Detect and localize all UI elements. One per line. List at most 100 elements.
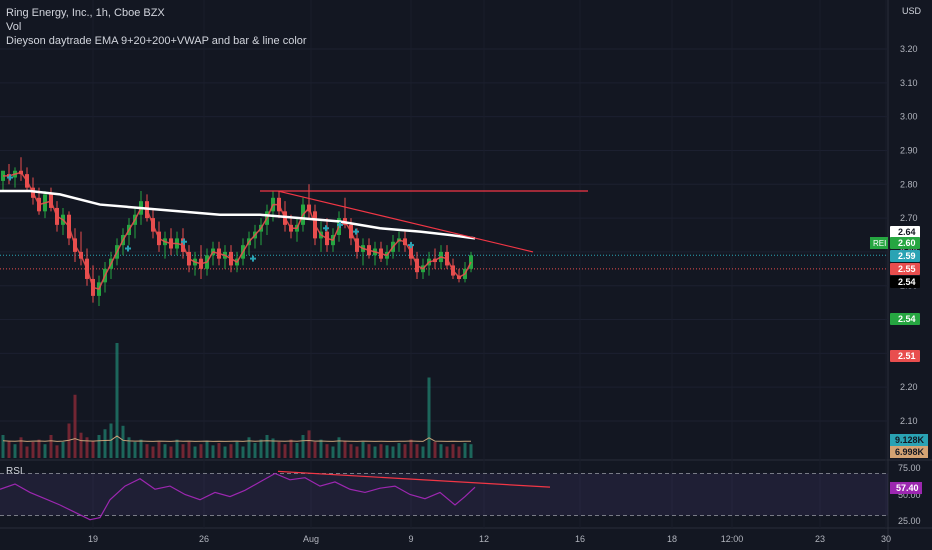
price-badge-label: 2.59 xyxy=(898,251,916,261)
volume-bar xyxy=(427,377,431,458)
volume-bar xyxy=(187,441,191,458)
rsi-tick-label: 50.00 xyxy=(898,490,921,500)
volume-bar xyxy=(229,444,233,458)
volume-bar xyxy=(193,446,197,458)
volume-bar xyxy=(115,343,119,458)
volume-bar xyxy=(445,446,449,458)
price-tick-label: 2.70 xyxy=(900,213,918,223)
volume-bar xyxy=(157,441,161,458)
volume-bar xyxy=(373,446,377,458)
signal-cross-marker xyxy=(353,228,359,235)
price-badge-label: 2.55 xyxy=(898,264,916,274)
rsi-band xyxy=(0,473,888,516)
price-badge-bg xyxy=(890,350,920,362)
time-tick-label: 16 xyxy=(575,534,585,544)
price-tick-label: 2.80 xyxy=(900,179,918,189)
time-tick-label: 12:00 xyxy=(721,534,744,544)
rsi-trend-line xyxy=(277,470,551,488)
rsi-legend[interactable]: RSI xyxy=(6,466,23,477)
rsi-line xyxy=(0,472,476,521)
indicator-legend[interactable]: Dieyson daytrade EMA 9+20+200+VWAP and b… xyxy=(6,35,307,47)
currency-label[interactable]: USD xyxy=(902,6,922,16)
price-tick-label: 2.90 xyxy=(900,145,918,155)
volume-bar xyxy=(199,444,203,458)
symbol-badge-bg xyxy=(870,237,888,249)
volume-bar xyxy=(313,441,317,458)
volume-badge-bg xyxy=(890,434,928,446)
volume-bar xyxy=(421,446,425,458)
symbol-title[interactable]: Ring Energy, Inc., 1h, Cboe BZX xyxy=(6,7,165,19)
signal-cross-marker xyxy=(125,245,131,252)
volume-bar xyxy=(31,441,35,458)
volume-bar xyxy=(349,444,353,458)
volume-bar xyxy=(55,445,59,458)
volume-bar xyxy=(283,444,287,458)
volume-bar xyxy=(85,437,89,458)
volume-bar xyxy=(247,437,251,458)
volume-bar xyxy=(253,443,257,458)
price-badge-bg xyxy=(890,276,920,288)
volume-bar xyxy=(469,444,473,458)
volume-bar xyxy=(241,446,245,458)
volume-bar xyxy=(361,441,365,458)
volume-badge-bg xyxy=(890,446,928,458)
volume-bar xyxy=(277,441,281,458)
signal-cross-marker xyxy=(408,242,414,249)
time-tick-label: 23 xyxy=(815,534,825,544)
price-badge-label: 2.64 xyxy=(898,227,916,237)
price-tick-label: 2.20 xyxy=(900,382,918,392)
volume-bar xyxy=(7,440,11,458)
price-badge-label: 2.54 xyxy=(898,314,916,324)
price-tick-label: 3.20 xyxy=(900,44,918,54)
volume-bar xyxy=(37,439,41,458)
volume-bar xyxy=(319,439,323,458)
rsi-current-badge-label: 57.40 xyxy=(896,483,919,493)
price-badge-bg xyxy=(890,263,920,275)
price-badge-bg xyxy=(890,250,920,262)
volume-bar xyxy=(391,446,395,458)
volume-bar xyxy=(295,443,299,458)
volume-legend[interactable]: Vol xyxy=(6,21,22,33)
time-tick-label: 18 xyxy=(667,534,677,544)
ema-200-line xyxy=(0,189,476,240)
volume-bar xyxy=(109,423,113,458)
rsi-current-badge-bg xyxy=(890,482,922,494)
volume-bar xyxy=(301,435,305,458)
volume-bar xyxy=(133,441,137,458)
volume-bar xyxy=(451,444,455,458)
volume-bar xyxy=(79,432,83,458)
time-tick-label: 9 xyxy=(408,534,413,544)
volume-bar xyxy=(457,446,461,458)
price-tick-label: 3.00 xyxy=(900,112,918,122)
volume-bar xyxy=(259,439,263,458)
volume-bar xyxy=(397,443,401,458)
volume-bar xyxy=(379,444,383,458)
volume-bar xyxy=(13,444,17,458)
volume-bar xyxy=(163,444,167,458)
volume-bar xyxy=(415,444,419,458)
time-tick-label: Aug xyxy=(303,534,319,544)
volume-bar xyxy=(205,440,209,458)
signal-cross-marker xyxy=(7,174,13,181)
signal-cross-marker xyxy=(337,221,343,228)
volume-bar xyxy=(271,438,275,458)
price-badge-label: 2.60 xyxy=(898,238,916,248)
volume-bar xyxy=(73,394,77,458)
price-badge-bg xyxy=(890,226,920,238)
ema-9-line xyxy=(3,171,472,291)
signal-cross-marker xyxy=(250,255,256,262)
volume-bar xyxy=(289,439,293,458)
chart-legend: Ring Energy, Inc., 1h, Cboe BZX Vol Diey… xyxy=(6,6,307,48)
volume-bar xyxy=(409,439,413,458)
volume-bar xyxy=(97,435,101,458)
volume-bar xyxy=(61,441,65,458)
volume-bar xyxy=(175,439,179,458)
volume-bar xyxy=(103,429,107,458)
volume-bar xyxy=(169,446,173,458)
rsi-tick-label: 75.00 xyxy=(898,463,921,473)
volume-bar xyxy=(25,446,29,458)
time-tick-label: 12 xyxy=(479,534,489,544)
volume-bar xyxy=(265,435,269,458)
price-badge-bg xyxy=(890,237,920,249)
